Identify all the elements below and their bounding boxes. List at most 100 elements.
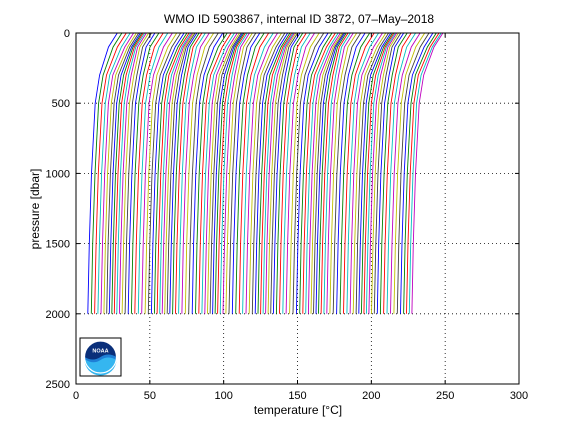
profile-line [144,32,178,314]
profile-line [184,32,215,314]
profile-line [403,32,437,314]
chart-title: WMO ID 5903867, internal ID 3872, 07–May… [164,12,434,26]
profile-line [262,32,294,314]
profile-line [349,32,383,314]
x-tick-label: 50 [144,390,156,402]
profile-line [251,32,286,314]
profile-line [358,32,392,314]
profile-line [260,32,293,314]
x-tick-label: 100 [214,390,232,402]
profile-line [130,32,160,314]
y-axis-ticks: 0 500 1000 1500 2000 2500 [46,28,519,391]
profile-line [336,32,366,314]
profile-line [87,32,118,314]
profile-line [275,32,304,314]
profile-line [289,32,320,314]
profile-line [245,32,278,314]
profile-line [396,32,430,314]
profile-line [254,32,289,314]
profile-line [305,32,339,314]
profile-line [127,32,156,314]
grid [76,33,519,384]
profile-line [248,32,282,314]
profile-line [265,32,295,314]
profile-line [365,32,396,314]
profile-line [116,32,146,314]
profile-line [181,32,210,314]
profile-line [159,32,192,314]
profile-line [124,32,152,314]
profile-line [178,32,206,314]
profile-line [295,32,329,314]
profile-line [94,32,127,314]
profile-line [153,32,188,314]
profile-line [406,32,440,314]
plot-area: 0 50 100 150 200 250 300 0 500 1000 1500 2000 2500 [46,28,529,402]
profile-line [257,32,291,314]
y-tick-label: 2500 [46,379,70,391]
profile-line [235,32,265,314]
profile-line [371,32,399,314]
x-axis-ticks: 0 50 100 150 200 250 300 [73,33,528,402]
profile-line [219,32,248,314]
profile-line [408,32,442,314]
profile-line [352,32,387,314]
profile-line [386,32,416,314]
profile-line [150,32,185,314]
y-tick-label: 1500 [46,239,70,251]
y-axis-label: pressure [dbar] [28,169,42,250]
profile-line [172,32,200,314]
profile-line [373,32,402,314]
profile-line [411,32,444,314]
profile-line [228,32,257,314]
x-tick-label: 200 [362,390,380,402]
x-tick-label: 300 [510,390,528,402]
profile-line [175,32,203,314]
profile-line [214,32,245,314]
profile-line [267,32,297,314]
profile-line [299,32,333,314]
profile-line [201,32,235,314]
profile-line [326,32,354,314]
profile-line [302,32,336,314]
profile-line [137,32,169,314]
profile-line [360,32,393,314]
profile-line [111,32,143,314]
profile-line [212,32,244,314]
profile-line [285,32,315,314]
profile-line [315,32,346,314]
profile-line [393,32,426,314]
profile-line [282,32,311,314]
profile-line [310,32,343,314]
profile-line [166,32,196,314]
profile-line [307,32,341,314]
profile-line [164,32,194,314]
profile-line [320,32,349,314]
profile-line [209,32,242,314]
y-tick-label: 1000 [46,168,70,180]
profile-line [313,32,344,314]
profile-line [238,32,270,314]
profile-line [339,32,371,314]
y-tick-label: 2000 [46,309,70,321]
profile-line [113,32,144,314]
profile-line [376,32,405,314]
profile-line [355,32,389,314]
profile-line [204,32,238,314]
profile-line [118,32,147,314]
profile-line [97,32,131,314]
y-tick-label: 500 [52,98,70,110]
profile-line [108,32,141,314]
profile-line [161,32,193,314]
profile-line [147,32,182,314]
profile-line [106,32,140,314]
noaa-logo: NOAA [79,337,122,377]
profile-line [323,32,351,314]
profiles [87,32,444,314]
y-tick-label: 0 [64,28,70,40]
noaa-logo-text: NOAA [92,349,108,355]
profile-line [156,32,190,314]
profile-line [346,32,379,314]
profile-line [279,32,307,314]
